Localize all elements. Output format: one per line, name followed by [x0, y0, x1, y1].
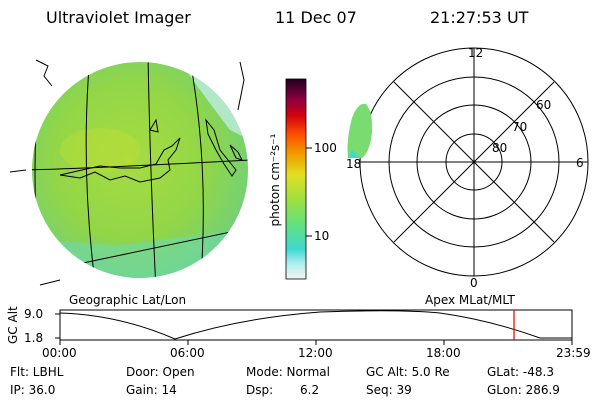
mlat-label-70: 70 [512, 120, 528, 134]
altitude-xtick-1200: 12:00 [298, 346, 333, 360]
colorbar [285, 78, 312, 280]
altitude-xtick-2359: 23:59 [556, 346, 591, 360]
door-status: Door: Open [126, 365, 195, 379]
altitude-xtick-0000: 00:00 [42, 346, 77, 360]
mlt-label-6: 6 [576, 156, 584, 170]
glat-status: GLat: -48.3 [487, 365, 554, 379]
mlt-label-0: 0 [470, 276, 478, 290]
globe-projection-label: Geographic Lat/Lon [69, 293, 187, 307]
altitude-curve [59, 310, 572, 340]
instrument-title: Ultraviolet Imager [46, 8, 191, 27]
gain-status: Gain: 14 [126, 383, 177, 397]
date-label: 11 Dec 07 [275, 8, 357, 27]
altitude-ylabel: GC Alt [6, 306, 20, 344]
dsp-value: 6.2 [300, 383, 320, 397]
seq-status: Seq: 39 [366, 383, 412, 397]
uv-globe-image [9, 59, 248, 286]
mlat-label-60: 60 [536, 98, 552, 112]
mlat-label-80: 80 [492, 141, 508, 155]
gc-alt-status: GC Alt: 5.0 Re [366, 365, 450, 379]
filter-status: Flt: LBHL [10, 365, 64, 379]
altitude-ytick-max: 9.0 [24, 307, 44, 321]
ip-status: IP: 36.0 [10, 383, 56, 397]
time-label: 21:27:53 UT [430, 8, 529, 27]
altitude-xtick-0600: 06:00 [170, 346, 205, 360]
colorbar-unit-label: photon cm⁻²s⁻¹ [268, 133, 282, 227]
colorbar-tick-10: 10 [314, 229, 330, 243]
colorbar-tick-100: 100 [314, 141, 337, 155]
mlt-label-12: 12 [468, 46, 484, 60]
mode-status: Mode: Normal [246, 365, 330, 379]
altitude-xtick-1800: 18:00 [426, 346, 461, 360]
altitude-ytick-min: 1.8 [24, 331, 44, 345]
glon-status: GLon: 286.9 [487, 383, 560, 397]
polar-projection-label: Apex MLat/MLT [425, 293, 515, 307]
mlt-label-18: 18 [346, 157, 362, 171]
dsp-label: Dsp: [246, 383, 274, 397]
auroral-oval-patch [347, 103, 373, 158]
altitude-plot [55, 309, 573, 345]
polar-plot [347, 47, 589, 277]
